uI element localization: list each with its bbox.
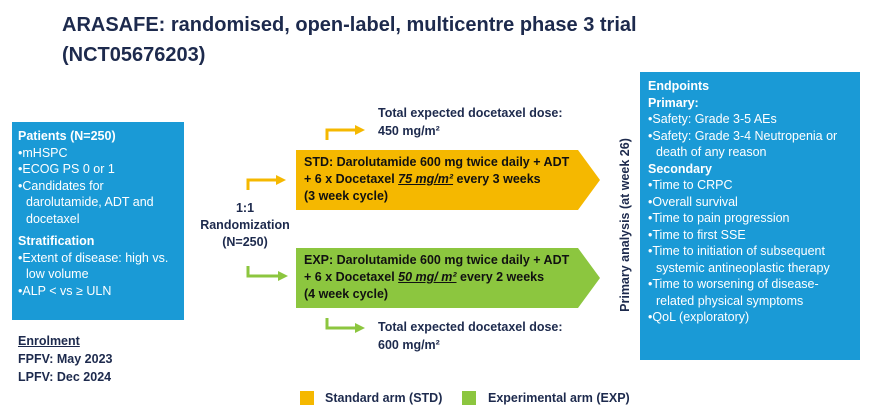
line: (4 week cycle)	[304, 287, 389, 301]
heading: Primary:	[648, 95, 699, 110]
text: every 3 weeks	[453, 172, 541, 186]
endpoints-box: Endpoints Primary: Safety: Grade 3-5 AEs…	[640, 72, 860, 360]
item: Extent of disease: high vs. low volume	[18, 250, 178, 283]
item: Time to CRPC	[648, 177, 852, 194]
heading: Patients (N=250)	[18, 129, 116, 143]
line: EXP: Darolutamide 600 mg twice daily + A…	[304, 253, 570, 267]
item: Time to pain progression	[648, 210, 852, 227]
enrolment: Enrolment FPFV: May 2023 LPFV: Dec 2024	[18, 332, 113, 386]
item: Safety: Grade 3-4 Neutropenia or death o…	[648, 128, 852, 161]
item: ALP < vs ≥ ULN	[18, 283, 178, 300]
arrow	[246, 266, 282, 278]
patients-box: Patients (N=250) mHSPC ECOG PS 0 or 1 Ca…	[12, 122, 184, 320]
arrowhead	[355, 323, 365, 333]
line: (3 week cycle)	[304, 189, 389, 203]
line: STD: Darolutamide 600 mg twice daily + A…	[304, 155, 570, 169]
legend-label: Standard arm (STD)	[325, 391, 443, 405]
std-dose: Total expected docetaxel dose: 450 mg/m²	[378, 104, 563, 140]
heading: Endpoints	[648, 79, 710, 93]
std-arm-shape	[296, 150, 600, 210]
text: + 6 x Docetaxel	[304, 270, 399, 284]
arrowhead	[355, 125, 365, 135]
line: FPFV: May 2023	[18, 352, 113, 366]
line: (N=250)	[222, 235, 268, 249]
exp-dose: Total expected docetaxel dose: 600 mg/m²	[378, 318, 563, 354]
arrow	[246, 178, 280, 190]
exp-arm-shape	[296, 248, 600, 308]
heading: Stratification	[18, 234, 95, 248]
item: Safety: Grade 3-5 AEs	[648, 111, 852, 128]
legend-swatch	[462, 391, 476, 405]
arrow	[325, 318, 358, 330]
text: + 6 x Docetaxel	[304, 172, 399, 186]
line: Total expected docetaxel dose:	[378, 106, 563, 120]
line: Total expected docetaxel dose:	[378, 320, 563, 334]
item: Time to worsening of disease-related phy…	[648, 276, 852, 309]
randomization: 1:1 Randomization (N=250)	[195, 200, 295, 251]
heading: Secondary	[648, 161, 712, 176]
title: (NCT05676203)	[62, 44, 206, 66]
legend-label: Experimental arm (EXP)	[488, 391, 630, 405]
item: Time to first SSE	[648, 227, 852, 244]
line: Randomization	[200, 218, 290, 232]
arrowhead	[278, 271, 288, 281]
title: ARASAFE: randomised, open-label, multice…	[62, 14, 637, 36]
arrow	[325, 128, 358, 140]
dose: 75 mg/m²	[398, 172, 454, 186]
arrowhead	[276, 175, 286, 185]
primary-analysis: Primary analysis (at week 26)	[618, 138, 632, 312]
item: QoL (exploratory)	[648, 309, 852, 326]
item: ECOG PS 0 or 1	[18, 161, 178, 178]
line: 450 mg/m²	[378, 124, 440, 138]
item: Time to initiation of subsequent systemi…	[648, 243, 852, 276]
std-arm: STD: Darolutamide 600 mg twice daily + A…	[296, 150, 586, 210]
heading: Enrolment	[18, 334, 80, 348]
item: Overall survival	[648, 194, 852, 211]
dose: 50 mg/ m²	[398, 270, 457, 284]
text: every 2 weeks	[456, 270, 545, 284]
exp-arm: EXP: Darolutamide 600 mg twice daily + A…	[296, 248, 586, 308]
legend-swatch	[300, 391, 314, 405]
item: Candidates for darolutamide, ADT and doc…	[18, 178, 178, 228]
line: 600 mg/m²	[378, 338, 440, 352]
line: 1:1	[235, 201, 255, 215]
item: mHSPC	[18, 145, 178, 162]
line: LPFV: Dec 2024	[18, 370, 112, 384]
